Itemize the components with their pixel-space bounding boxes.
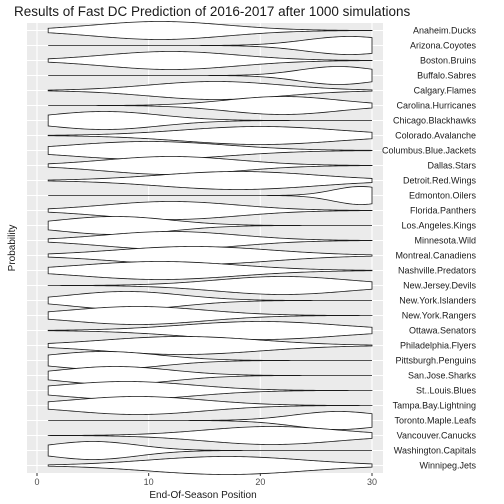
x-axis: 0 10 20 30 [34,473,377,487]
team-label: New.York.Islanders [399,296,476,306]
chart-title: Results of Fast DC Prediction of 2016-20… [14,4,410,19]
team-label: Pittsburgh.Penguins [395,356,476,366]
team-label: Nashville.Predators [398,266,477,276]
team-label: Boston.Bruins [420,56,477,66]
team-label: Washington.Capitals [394,446,477,456]
x-tick-label: 20 [255,477,265,487]
team-label: Toronto.Maple.Leafs [394,416,476,426]
team-label: Anaheim.Ducks [413,26,477,36]
team-label: San.Jose.Sharks [408,371,477,381]
team-label: New.York.Rangers [402,311,477,321]
team-label: Chicago.Blackhawks [393,116,477,126]
x-axis-label: End-Of-Season Position [149,490,256,501]
team-label: Columbus.Blue.Jackets [382,146,477,156]
team-label: Buffalo.Sabres [417,71,476,81]
team-label: Carolina.Hurricanes [396,101,476,111]
team-label: Minnesota.Wild [414,236,476,246]
team-label: Arizona.Coyotes [410,41,477,51]
team-label: Florida.Panthers [410,206,477,216]
team-label: New.Jersey.Devils [403,281,476,291]
team-labels: Anaheim.Ducks Arizona.Coyotes Boston.Bruin… [382,26,477,471]
team-label: Detroit.Red.Wings [403,176,477,186]
team-label: Colorado.Avalanche [395,131,476,141]
x-tick-label: 10 [144,477,154,487]
team-label: Los.Angeles.Kings [401,221,476,231]
team-label: Dallas.Stars [427,161,476,171]
team-label: Ottawa.Senators [409,326,477,336]
team-label: Tampa.Bay.Lightning [393,401,476,411]
team-label: Montreal.Canadiens [395,251,476,261]
team-label: Edmonton.Oilers [409,191,477,201]
team-label: Vancouver.Canucks [397,431,477,441]
team-label: Winnipeg.Jets [419,461,476,471]
team-label: St..Louis.Blues [416,386,477,396]
team-label: Calgary.Flames [414,86,477,96]
team-label: Philadelphia.Flyers [400,341,477,351]
x-tick-label: 30 [367,477,377,487]
y-axis-label: Probability [7,225,18,272]
x-tick-label: 0 [34,477,39,487]
